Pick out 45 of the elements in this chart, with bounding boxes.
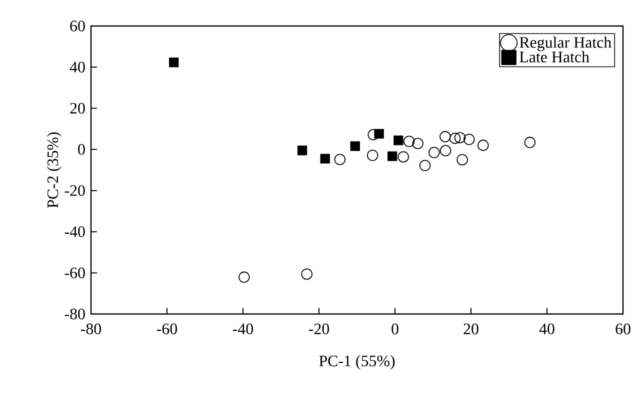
point bbox=[238, 272, 250, 283]
point bbox=[374, 128, 384, 139]
point bbox=[463, 134, 475, 145]
point bbox=[368, 128, 379, 140]
x-tick-label: 40 bbox=[539, 324, 554, 334]
x-tick-label: -40 bbox=[232, 324, 254, 334]
point bbox=[350, 141, 360, 151]
point bbox=[419, 160, 431, 172]
x-axis-title: PC-1 (55%) bbox=[319, 355, 395, 370]
x-tick-label: 60 bbox=[616, 324, 630, 334]
x-tick-label: 0 bbox=[392, 324, 398, 334]
x-tick-label: -60 bbox=[156, 324, 178, 334]
x-tick-label: 20 bbox=[464, 324, 478, 334]
x-tick-label: -80 bbox=[80, 324, 102, 334]
x-tick-label: -20 bbox=[308, 324, 330, 334]
point bbox=[440, 145, 452, 156]
point bbox=[524, 136, 536, 148]
point bbox=[320, 154, 330, 164]
y-tick-label: -20 bbox=[64, 185, 85, 196]
point bbox=[297, 146, 308, 156]
point bbox=[398, 151, 409, 162]
point bbox=[301, 268, 312, 280]
legend-label: Regular Hatch bbox=[520, 36, 612, 52]
y-tick-label: 60 bbox=[70, 20, 85, 32]
y-tick-label: -40 bbox=[64, 226, 85, 238]
point bbox=[388, 151, 398, 162]
point bbox=[428, 146, 440, 158]
point bbox=[456, 154, 468, 166]
y-tick-label: 40 bbox=[70, 62, 85, 73]
point bbox=[440, 131, 451, 142]
y-tick-label: -80 bbox=[64, 308, 85, 320]
y-tick-label: 0 bbox=[78, 144, 85, 155]
point bbox=[334, 154, 346, 166]
legend-label: Late Hatch bbox=[520, 51, 590, 62]
point bbox=[403, 136, 415, 148]
point bbox=[454, 132, 466, 144]
point bbox=[449, 132, 461, 144]
y-tick-label: 20 bbox=[70, 102, 85, 114]
point bbox=[366, 150, 378, 162]
point bbox=[169, 58, 179, 68]
y-axis-title: PC-2 (35%) bbox=[46, 132, 62, 208]
point bbox=[412, 138, 424, 150]
y-tick-label: -60 bbox=[64, 267, 85, 278]
point bbox=[394, 136, 404, 146]
point bbox=[478, 140, 489, 151]
